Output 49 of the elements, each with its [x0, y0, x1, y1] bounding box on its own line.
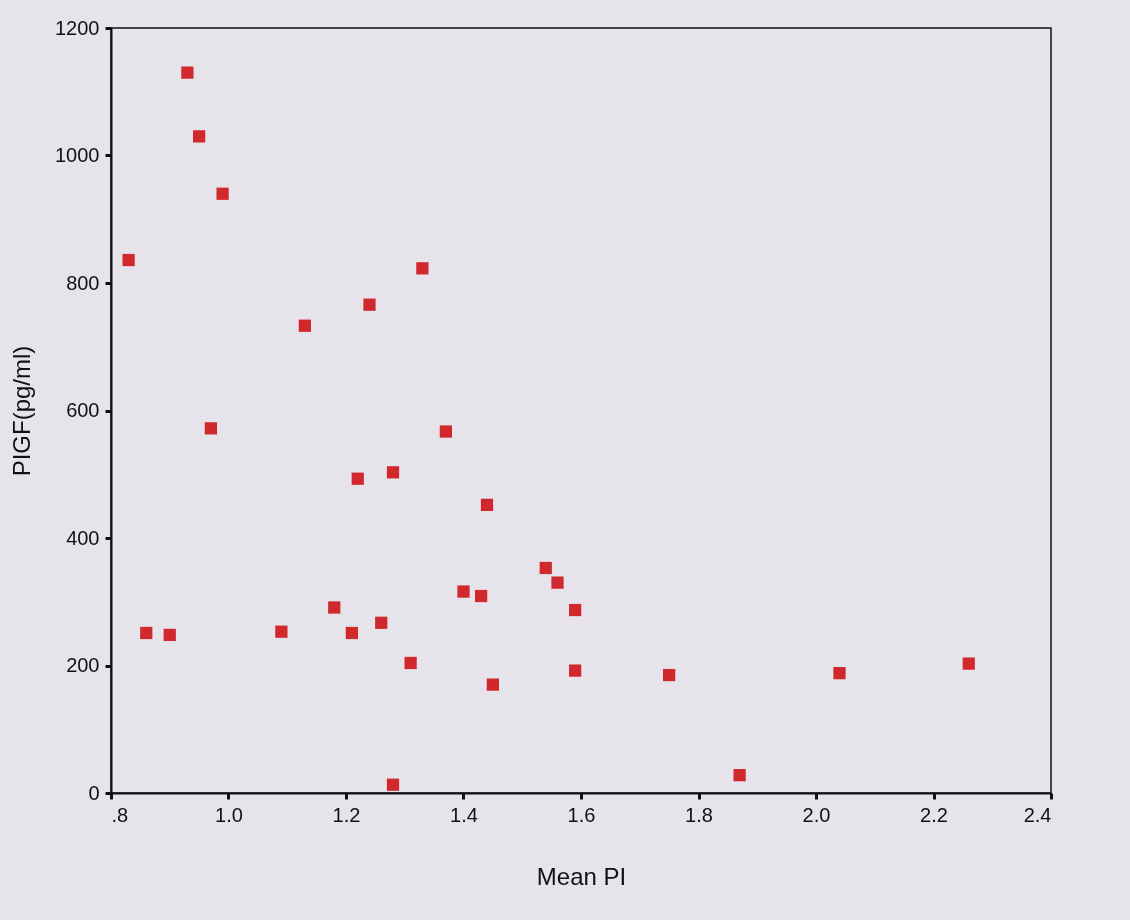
point — [351, 472, 364, 485]
point — [480, 498, 494, 511]
x-tick-label: 2.2 — [920, 803, 948, 826]
x-tick-label: 1.0 — [215, 803, 243, 826]
point — [486, 678, 499, 691]
point — [204, 422, 217, 435]
point — [416, 262, 429, 275]
point — [275, 625, 288, 638]
point — [345, 626, 358, 640]
x-tick-label: 1.2 — [332, 803, 361, 826]
x-tick-label: 1.4 — [450, 803, 478, 826]
point — [140, 626, 153, 640]
x-axis-title: Mean PI — [536, 862, 627, 890]
point — [539, 561, 552, 575]
point — [163, 628, 176, 642]
y-tick-label: 800 — [66, 271, 100, 294]
x-tick-label: 2.0 — [802, 803, 831, 826]
point — [569, 603, 582, 617]
y-tick-label: 400 — [66, 526, 100, 549]
y-tick-label: 600 — [66, 399, 100, 421]
y-tick-label: 1000 — [55, 144, 100, 166]
point — [404, 656, 417, 670]
point — [475, 589, 488, 603]
point — [457, 585, 470, 598]
point — [833, 667, 846, 680]
point — [181, 66, 194, 79]
point — [363, 298, 376, 311]
y-tick-label: 1200 — [55, 16, 100, 39]
point — [375, 616, 388, 629]
x-tick-label: 1.8 — [685, 803, 713, 826]
point — [733, 769, 746, 782]
x-tick-label: .8 — [111, 803, 129, 826]
point — [962, 657, 975, 670]
point — [386, 466, 400, 479]
point — [122, 253, 135, 267]
point — [551, 576, 564, 589]
point — [569, 664, 582, 677]
point — [216, 187, 229, 200]
point — [439, 425, 452, 438]
point — [298, 319, 311, 332]
point — [328, 601, 341, 614]
y-tick-label: 0 — [88, 781, 100, 804]
x-tick-label: 1.6 — [567, 803, 596, 826]
point — [663, 668, 676, 682]
y-axis-title: PIGF(pg/ml) — [8, 345, 36, 477]
x-tick-label: 2.4 — [1023, 803, 1052, 826]
point — [193, 130, 206, 143]
y-tick-label: 200 — [66, 654, 100, 676]
point — [386, 778, 400, 791]
